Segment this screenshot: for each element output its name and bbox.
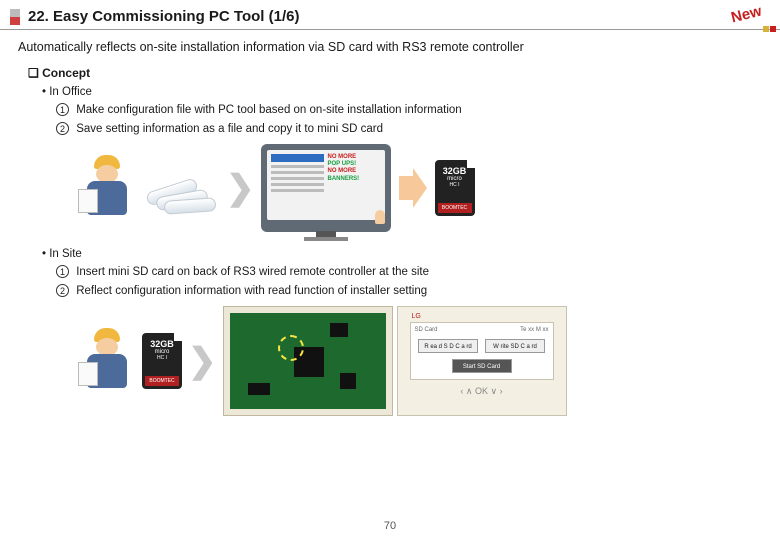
ctrl-title-left: SD Card: [415, 327, 438, 333]
sd-card-icon: 32GB micro HC I BOOMTEC: [142, 333, 182, 389]
title-bar: 22. Easy Commissioning PC Tool (1/6) New: [0, 0, 780, 30]
sd-vendor: BOOMTEC: [145, 376, 179, 386]
site-step-2: 2 Reflect configuration information with…: [28, 281, 752, 300]
sd-card-icon: 32GB micro HC I BOOMTEC: [435, 160, 475, 216]
controller-keys: ‹ ∧ OK ∨ ›: [404, 386, 560, 397]
site-step-1-text: Insert mini SD card on back of RS3 wired…: [76, 266, 429, 278]
office-diagram-row: ❯ NO MORE POP UPS! NO MORE BANNERS! 32GB: [28, 138, 752, 242]
engineer-icon: [76, 151, 138, 225]
corner-marks-icon: [763, 26, 776, 32]
ctrl-write-btn: W rite SD C a rd: [485, 339, 545, 353]
circled-number-icon: 2: [56, 122, 69, 135]
concept-block: ❑ Concept • In Office 1 Make configurati…: [0, 60, 780, 432]
page-title: 22. Easy Commissioning PC Tool (1/6): [28, 8, 299, 25]
chevron-right-icon: ❯: [224, 168, 257, 208]
circled-number-icon: 1: [56, 103, 69, 116]
pcb-board-icon: [223, 306, 393, 416]
title-mark-icon: [10, 9, 20, 25]
blueprint-rolls-icon: [142, 159, 220, 217]
engineer-icon: [76, 324, 138, 398]
office-step-1: 1 Make configuration file with PC tool b…: [28, 100, 752, 119]
arrow-right-icon: [399, 164, 427, 212]
concept-heading: ❑ Concept: [28, 66, 752, 80]
pc-monitor-icon: NO MORE POP UPS! NO MORE BANNERS!: [261, 144, 391, 232]
page-number: 70: [384, 520, 396, 532]
pointing-finger-icon: [375, 210, 385, 224]
remote-controller-icon: LG SD Card Te xx M xx R ea d S D C a rd …: [397, 306, 567, 416]
sd-vendor: BOOMTEC: [438, 203, 472, 213]
office-step-1-text: Make configuration file with PC tool bas…: [76, 104, 461, 116]
slogan-2: POP UPS!: [328, 161, 381, 168]
ctrl-read-btn: R ea d S D C a rd: [418, 339, 478, 353]
new-badge: New: [730, 3, 764, 27]
ctrl-start-btn: Start SD Card: [452, 359, 512, 373]
controller-logo: LG: [404, 313, 560, 320]
slogan-4: BANNERS!: [328, 176, 381, 183]
site-diagram-row: 32GB micro HC I BOOMTEC ❯ LG SD Card Te …: [28, 300, 752, 426]
site-step-1: 1 Insert mini SD card on back of RS3 wir…: [28, 262, 752, 281]
site-step-2-text: Reflect configuration information with r…: [76, 285, 427, 297]
circled-number-icon: 1: [56, 265, 69, 278]
office-label: • In Office: [28, 80, 752, 100]
circled-number-icon: 2: [56, 284, 69, 297]
slogan-1: NO MORE: [328, 154, 381, 161]
chevron-right-icon: ❯: [186, 341, 219, 381]
office-step-2-text: Save setting information as a file and c…: [76, 123, 383, 135]
office-step-2: 2 Save setting information as a file and…: [28, 119, 752, 138]
ctrl-title-right: Te xx M xx: [520, 327, 548, 333]
site-label: • In Site: [28, 242, 752, 262]
sd-slot-highlight-icon: [278, 335, 304, 361]
slogan-3: NO MORE: [328, 168, 381, 175]
screen-header: [271, 154, 324, 162]
subtitle-text: Automatically reflects on-site installat…: [0, 30, 780, 60]
